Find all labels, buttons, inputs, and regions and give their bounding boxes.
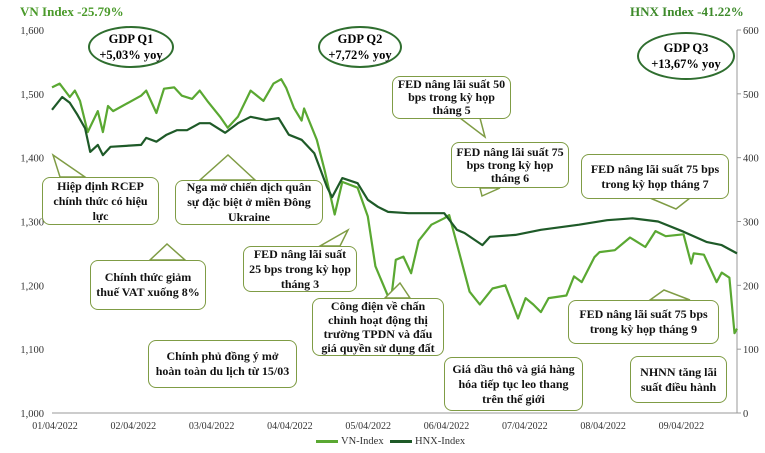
right-tick-label: 500 (743, 90, 759, 101)
callout-tail (51, 153, 88, 178)
callout-fed-july: FED nâng lãi suất 75 bps trong kỳ họp th… (581, 154, 729, 199)
callout-tail (317, 228, 350, 247)
callout-tourism: Chính phủ đồng ý mở hoàn toàn du lịch từ… (148, 340, 297, 388)
callout-tail (457, 117, 487, 139)
left-tick-label: 1,600 (20, 26, 44, 37)
x-tick-label: 03/04/2022 (189, 421, 235, 432)
x-tick-label: 06/04/2022 (424, 421, 470, 432)
callout-fed-march: FED nâng lãi suất 25 bps trong kỳ họp th… (243, 246, 357, 292)
legend-label: HNX-Index (415, 436, 466, 447)
ellipse-line: GDP Q3 (663, 41, 709, 55)
callout-fed-may: FED nâng lãi suất 50 bps trong kỳ họp th… (392, 76, 511, 119)
left-tick-label: 1,000 (20, 409, 44, 420)
hnx-index-line (51, 95, 738, 255)
legend-hnx-index: HNX-Index (390, 436, 465, 447)
hnx-index-title: HNX Index -41.22% (630, 4, 744, 19)
left-tick-label: 1,300 (20, 218, 44, 229)
ellipse-line: GDP Q1 (108, 32, 154, 46)
ellipse-line: +13,67% yoy (651, 57, 721, 71)
vn-index-title: VN Index -25.79% (20, 4, 124, 19)
gdp-q1-ellipse: GDP Q1 +5,03% yoy (88, 26, 174, 68)
right-tick-label: 600 (743, 26, 759, 37)
right-tick-label: 300 (743, 218, 759, 229)
callout-fed-june: FED nâng lãi suất 75 bps trong kỳ họp th… (451, 142, 569, 188)
ellipse-line: +7,72% yoy (328, 48, 392, 62)
callout-fed-september: FED nâng lãi suất 75 bps trong kỳ họp th… (568, 300, 719, 344)
callout-tail (383, 281, 412, 299)
ellipse-line: +5,03% yoy (99, 48, 163, 62)
x-tick-label: 08/04/2022 (580, 421, 626, 432)
x-tick-label: 07/04/2022 (502, 421, 548, 432)
callout-vat: Chính thức giảm thuế VAT xuống 8% (90, 260, 206, 310)
callout-tail (649, 197, 693, 210)
left-tick-label: 1,200 (20, 281, 44, 292)
x-tick-label: 05/04/2022 (345, 421, 391, 432)
gdp-q2-ellipse: GDP Q2 +7,72% yoy (318, 26, 402, 68)
callout-tail (198, 153, 257, 181)
gdp-q3-ellipse: GDP Q3 +13,67% yoy (637, 32, 735, 80)
callout-tail (148, 242, 187, 261)
right-tick-label: 100 (743, 345, 759, 356)
x-tick-label: 02/04/2022 (111, 421, 157, 432)
callout-oil-prices: Giá dầu thô và giá hàng hóa tiếp tục leo… (444, 357, 583, 411)
left-tick-label: 1,400 (20, 154, 44, 165)
legend-vn-index: VN-Index (316, 436, 384, 447)
right-tick-label: 0 (743, 409, 748, 420)
left-tick-label: 1,500 (20, 90, 44, 101)
callout-rcep: Hiệp định RCEP chính thức có hiệu lực (42, 177, 159, 225)
x-tick-label: 01/04/2022 (32, 421, 78, 432)
callout-bond-market: Công điện về chấn chỉnh hoạt động thị tr… (312, 298, 444, 356)
right-tick-label: 400 (743, 154, 759, 165)
callout-tail (479, 187, 501, 198)
legend-label: VN-Index (341, 436, 384, 447)
x-tick-label: 09/04/2022 (659, 421, 705, 432)
legend-swatch (390, 440, 412, 443)
right-tick-label: 200 (743, 281, 759, 292)
left-tick-label: 1,100 (20, 345, 44, 356)
callout-sbv-rate: NHNN tăng lãi suất điều hành (630, 356, 727, 403)
legend-swatch (316, 440, 338, 443)
ellipse-line: GDP Q2 (337, 32, 383, 46)
x-tick-label: 04/04/2022 (267, 421, 313, 432)
callout-russia-ukraine: Nga mở chiến dịch quân sự đặc biệt ở miề… (175, 180, 323, 225)
callout-tail (647, 289, 691, 301)
